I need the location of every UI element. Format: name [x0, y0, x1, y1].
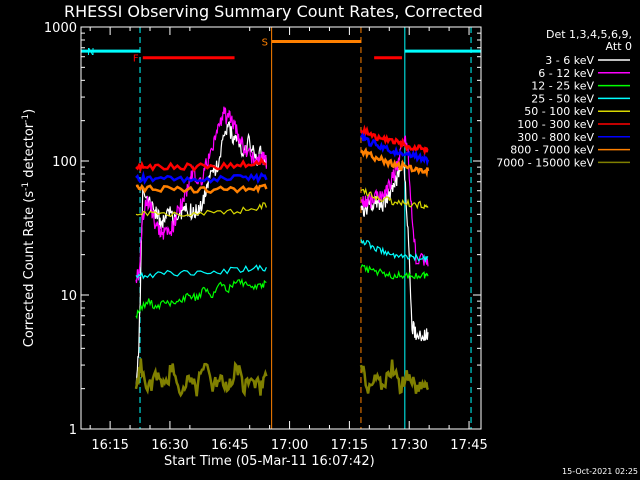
- x-tick-label: 16:30: [151, 438, 188, 453]
- flag-label: F: [133, 54, 139, 65]
- x-tick-label: 16:15: [91, 438, 128, 453]
- legend-label: 3 - 6 keV: [545, 54, 594, 67]
- y-axis: 1 10 100 1000: [44, 21, 481, 438]
- series-line: [135, 106, 429, 284]
- series-line: [135, 187, 429, 218]
- plot-area: N F S: [80, 27, 481, 429]
- x-tick-label: 16:45: [211, 438, 248, 453]
- plot-frame: [80, 26, 482, 430]
- legend-label: 25 - 50 keV: [531, 92, 594, 105]
- legend-label: 50 - 100 keV: [524, 105, 594, 118]
- series-line: [134, 358, 430, 398]
- legend-label: 100 - 300 keV: [517, 118, 594, 131]
- series-line: [135, 239, 429, 280]
- x-axis: 16:15 16:30 16:45 17:00 17:15 17:30 17:45: [89, 27, 488, 453]
- series-line: [135, 264, 429, 320]
- y-axis-label: Corrected Count Rate (s-1 detector-1): [21, 109, 37, 347]
- series-line: [135, 132, 430, 185]
- timestamp-stamp: 15-Oct-2021 02:25: [562, 467, 638, 476]
- legend-label: 800 - 7000 keV: [510, 144, 594, 157]
- y-tick-label: 10: [60, 289, 77, 304]
- legend-header: Att 0: [606, 40, 632, 53]
- y-tick-label: 1000: [44, 21, 77, 36]
- x-tick-label: 17:00: [271, 438, 308, 453]
- chart-title: RHESSI Observing Summary Count Rates, Co…: [64, 2, 483, 21]
- flag-label: N: [87, 47, 94, 58]
- legend-label: 7000 - 15000 keV: [496, 156, 594, 169]
- y-tick-label: 1: [69, 423, 77, 438]
- x-tick-label: 17:15: [331, 438, 368, 453]
- x-tick-label: 17:45: [450, 438, 487, 453]
- y-tick-label: 100: [52, 155, 77, 170]
- x-tick-label: 17:30: [390, 438, 427, 453]
- legend-label: 6 - 12 keV: [538, 67, 594, 80]
- series-line: [135, 146, 430, 195]
- legend-header: Det 1,3,4,5,6,9,: [546, 28, 632, 41]
- x-axis-label: Start Time (05-Mar-11 16:07:42): [164, 454, 375, 469]
- series-line: [135, 124, 429, 173]
- flag-label: S: [262, 37, 268, 48]
- legend-label: 300 - 800 keV: [517, 131, 594, 144]
- legend-label: 12 - 25 keV: [531, 80, 594, 93]
